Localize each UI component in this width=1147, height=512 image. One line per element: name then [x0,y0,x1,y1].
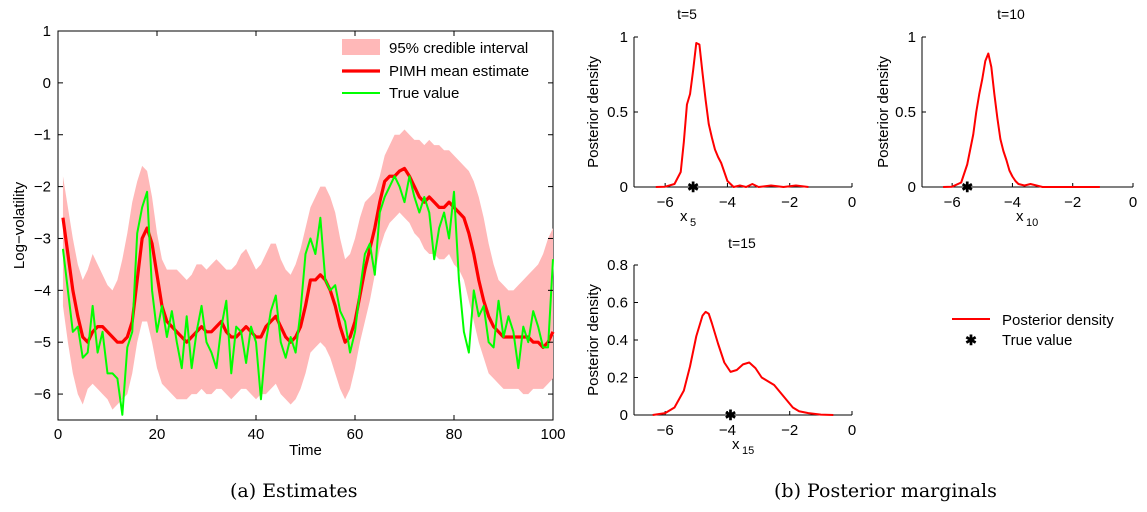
estimates-panel: 0 20 40 60 80 100 1 0 −1 −2 −3 −4 −5 −6 Time Log−vola… [11,23,566,459]
subplot-title: t=15 [728,235,756,251]
subplot-title: t=5 [677,6,697,22]
x-tick-label: −6 [657,194,674,211]
true-value-marker: ✱ [725,407,737,423]
credible-band-layer [62,129,553,410]
shared-legend: Posterior density ✱ True value [952,312,1114,349]
y-tick-label: −3 [34,230,51,247]
x-tick-label: 0 [848,422,856,439]
y-tick-label: 0 [43,75,51,92]
x-axis-label: x [1016,208,1024,225]
x-axis-label: Time [289,442,322,459]
axis-ticks: 0 20 40 60 80 100 1 0 −1 −2 −3 −4 −5 −6 [34,23,566,443]
x-tick-label: −2 [781,422,798,439]
x-axis-label-subscript: 5 [690,217,696,229]
density-curve [943,52,1100,188]
y-axis-label: Log−volatility [11,181,28,269]
legend-label-true: True value [389,85,459,102]
y-axis-label: Posterior density [875,56,892,168]
x-tick-label: 0 [848,194,856,211]
legend-swatch-marker: ✱ [965,332,977,348]
marginal-t5-panel: t=5 Posterior density x 5 −6 −4 −2 0 0 0.5 1 ✱ [585,6,856,229]
x-axis-label: x [732,436,740,453]
y-tick-label: 0.5 [607,104,628,121]
y-tick-label: 0.2 [607,370,628,387]
true-value-line [61,175,554,416]
caption-a: (a) Estimates [230,480,358,502]
series-layer [61,166,555,416]
credible-interval-band [62,129,553,410]
marginal-t10-panel: t=10 Posterior density x 10 −6 −4 −2 0 0 0.5 1… [875,6,1137,229]
estimates-plot-area [57,30,554,421]
x-tick-label: −4 [1004,194,1021,211]
y-tick-label: 0.6 [607,295,628,312]
marginal-t15-panel: t=15 Posterior density x 15 −6 −4 −2 0 0 0.2 0… [585,235,856,457]
y-tick-label: 0 [620,407,628,424]
y-tick-label: 1 [908,29,916,46]
x-tick-label: 60 [347,426,364,443]
legend-label-density: Posterior density [1002,312,1114,329]
x-axis-label: x [680,208,688,225]
y-tick-label: 0.4 [607,332,628,349]
x-tick-label: 20 [149,426,166,443]
y-tick-label: −2 [34,179,51,196]
y-tick-label: 0.8 [607,257,628,274]
subplot-title: t=10 [997,6,1025,22]
x-tick-label: −2 [1064,194,1081,211]
x-axis-label-subscript: 10 [1026,217,1038,229]
y-tick-label: −4 [34,282,51,299]
y-tick-label: 1 [620,29,628,46]
x-tick-label: 40 [248,426,265,443]
x-tick-label: −4 [719,422,736,439]
legend-swatch-band [342,39,380,55]
y-tick-label: −5 [34,334,51,351]
x-tick-label: −6 [944,194,961,211]
y-tick-label: 0 [908,179,916,196]
y-axis-label: Posterior density [585,56,602,168]
y-tick-label: 0.5 [895,104,916,121]
y-axis-label: Posterior density [585,284,602,396]
caption-b: (b) Posterior marginals [774,480,997,502]
legend-label-mean: PIMH mean estimate [389,63,529,80]
legend-label-band: 95% credible interval [389,40,528,57]
y-tick-label: −1 [34,127,51,144]
true-value-marker: ✱ [687,179,699,195]
density-curve [652,310,834,416]
y-tick-label: 0 [620,179,628,196]
x-tick-label: −2 [781,194,798,211]
y-tick-label: −6 [34,386,51,403]
legend: 95% credible interval PIMH mean estimate… [342,39,529,102]
x-axis-label-subscript: 15 [742,445,754,457]
true-value-marker: ✱ [961,179,973,195]
y-tick-label: 1 [43,23,51,40]
x-tick-label: 80 [446,426,463,443]
x-tick-label: 0 [1129,194,1137,211]
density-curve [655,42,809,188]
mean-estimate-line [61,166,555,349]
x-tick-label: 100 [540,426,565,443]
x-tick-label: −4 [719,194,736,211]
x-tick-label: −6 [657,422,674,439]
x-tick-label: 0 [54,426,62,443]
legend-label-true: True value [1002,332,1072,349]
